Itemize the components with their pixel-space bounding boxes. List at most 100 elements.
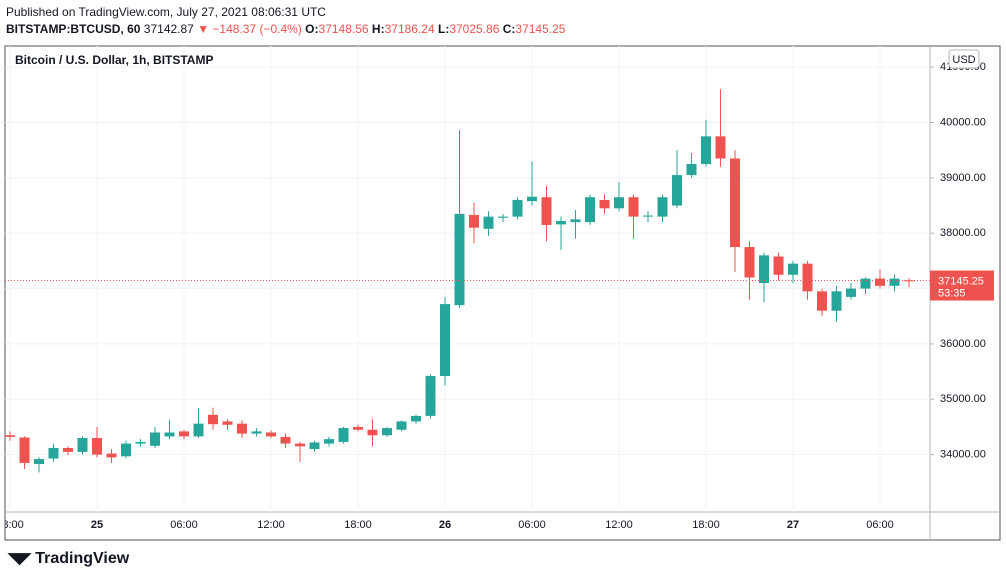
candle-body — [512, 200, 523, 217]
candle-body — [875, 278, 885, 286]
candle-body — [585, 197, 595, 223]
x-tick-label: 27 — [787, 519, 799, 531]
last-price-label: 37145.25 — [938, 275, 984, 287]
currency[interactable]: USD — [952, 54, 975, 66]
x-tick-label: 06:00 — [866, 519, 894, 531]
candle-body — [251, 431, 262, 434]
published: Published on TradingView.com, July 27, 2… — [6, 5, 326, 19]
candle-body — [92, 438, 102, 455]
candle-body — [77, 438, 88, 452]
candle-body — [164, 432, 175, 437]
brand-text: TradingView — [35, 550, 130, 567]
candle-body — [628, 197, 639, 217]
x-tick-label: 18:00 — [0, 519, 24, 531]
candle-body — [599, 200, 610, 209]
candle-body — [222, 421, 233, 425]
last: 37142.87 — [143, 22, 194, 36]
candle-body — [657, 197, 668, 217]
candle-body — [63, 448, 73, 452]
candle-body — [889, 278, 900, 286]
candle-body — [208, 414, 218, 425]
candle-body — [121, 443, 131, 457]
y-tick-label: 35000.00 — [940, 393, 986, 405]
candle-body — [469, 214, 479, 228]
candle-body — [295, 443, 305, 447]
plot: 18:00 25 06:00 12:00 18:00 26 06:00 12:00 18:00 2… — [0, 46, 930, 531]
x-tick-label: 12:00 — [605, 519, 633, 531]
l-label: L: — [438, 22, 450, 36]
chart-title: Bitcoin / U.S. Dollar, 1h, BITSTAMP — [15, 53, 213, 67]
quote-line: BITSTAMP:BTCUSD, 60 37142.87 ▼ −148.37 (… — [6, 22, 565, 36]
candle-body — [266, 432, 276, 437]
candle-body — [614, 197, 624, 209]
x-tick-label: 06:00 — [170, 519, 198, 531]
candle-body — [483, 216, 494, 229]
candle-body — [846, 288, 856, 297]
candle-body — [672, 175, 682, 206]
x-tick-label: 06:00 — [518, 519, 546, 531]
candle-body — [556, 221, 566, 225]
candle-body — [701, 136, 711, 165]
h-value: 37186.24 — [384, 22, 435, 36]
candle-body — [193, 423, 204, 437]
candle-body — [744, 247, 755, 278]
candle-body — [730, 158, 740, 248]
x-tick-label: 12:00 — [257, 519, 285, 531]
candle-body — [686, 164, 697, 176]
candle-body — [541, 197, 552, 225]
currency-box[interactable] — [948, 49, 980, 69]
x-tick-label: 18:00 — [344, 519, 372, 531]
candle-body — [135, 441, 146, 444]
h-label: H: — [371, 22, 385, 36]
candle-body — [382, 428, 392, 436]
c-value: 37145.25 — [515, 22, 566, 36]
candle-body — [802, 263, 813, 292]
candle-body — [48, 448, 59, 459]
candle-body — [309, 442, 320, 450]
candle-body — [411, 415, 421, 422]
y-tick-label: 39000.00 — [940, 172, 986, 184]
candle-body — [425, 376, 436, 416]
y-tick-label: 36000.00 — [940, 338, 986, 350]
candle-body — [527, 196, 537, 202]
candle-body — [237, 423, 247, 434]
axes: 34000.0035000.0036000.0037000.0038000.00… — [930, 61, 994, 461]
candle-body — [34, 459, 44, 465]
candle-body — [353, 426, 363, 430]
change: ▼ −148.37 (−0.4%) — [197, 22, 302, 36]
candle-body — [817, 291, 827, 311]
candle-body — [367, 429, 378, 436]
last-price-badge — [930, 270, 994, 301]
candle-body — [454, 213, 465, 306]
x-tick-label: 25 — [91, 519, 103, 531]
c-label: C: — [502, 22, 516, 36]
candle-body — [338, 428, 349, 442]
candle-body — [5, 435, 15, 437]
candle-body — [106, 453, 117, 458]
candle-body — [860, 278, 871, 289]
candle-body — [19, 437, 30, 463]
chart-frame — [4, 45, 1001, 541]
candle-body — [715, 136, 726, 159]
candle-body — [150, 432, 160, 446]
o-label: O: — [305, 22, 319, 36]
candle-body — [280, 436, 291, 444]
countdown: 53:35 — [938, 287, 966, 299]
footer-brand: ◥◤ TradingView — [8, 550, 130, 567]
candle-body — [440, 304, 450, 377]
candle-body — [759, 255, 769, 284]
candle-body — [773, 256, 784, 275]
candle-body — [179, 431, 189, 437]
x-tick-label: 26 — [439, 519, 451, 531]
y-tick-label: 34000.00 — [940, 449, 986, 461]
candle-body — [324, 439, 334, 444]
change-value: −148.37 (−0.4%) — [212, 22, 302, 36]
candle-body — [396, 421, 407, 430]
l-value: 37025.86 — [449, 22, 500, 36]
candle-body — [788, 263, 798, 275]
candle-body — [643, 215, 653, 217]
o-value: 37148.56 — [318, 22, 369, 36]
y-tick-label: 40000.00 — [940, 116, 986, 128]
